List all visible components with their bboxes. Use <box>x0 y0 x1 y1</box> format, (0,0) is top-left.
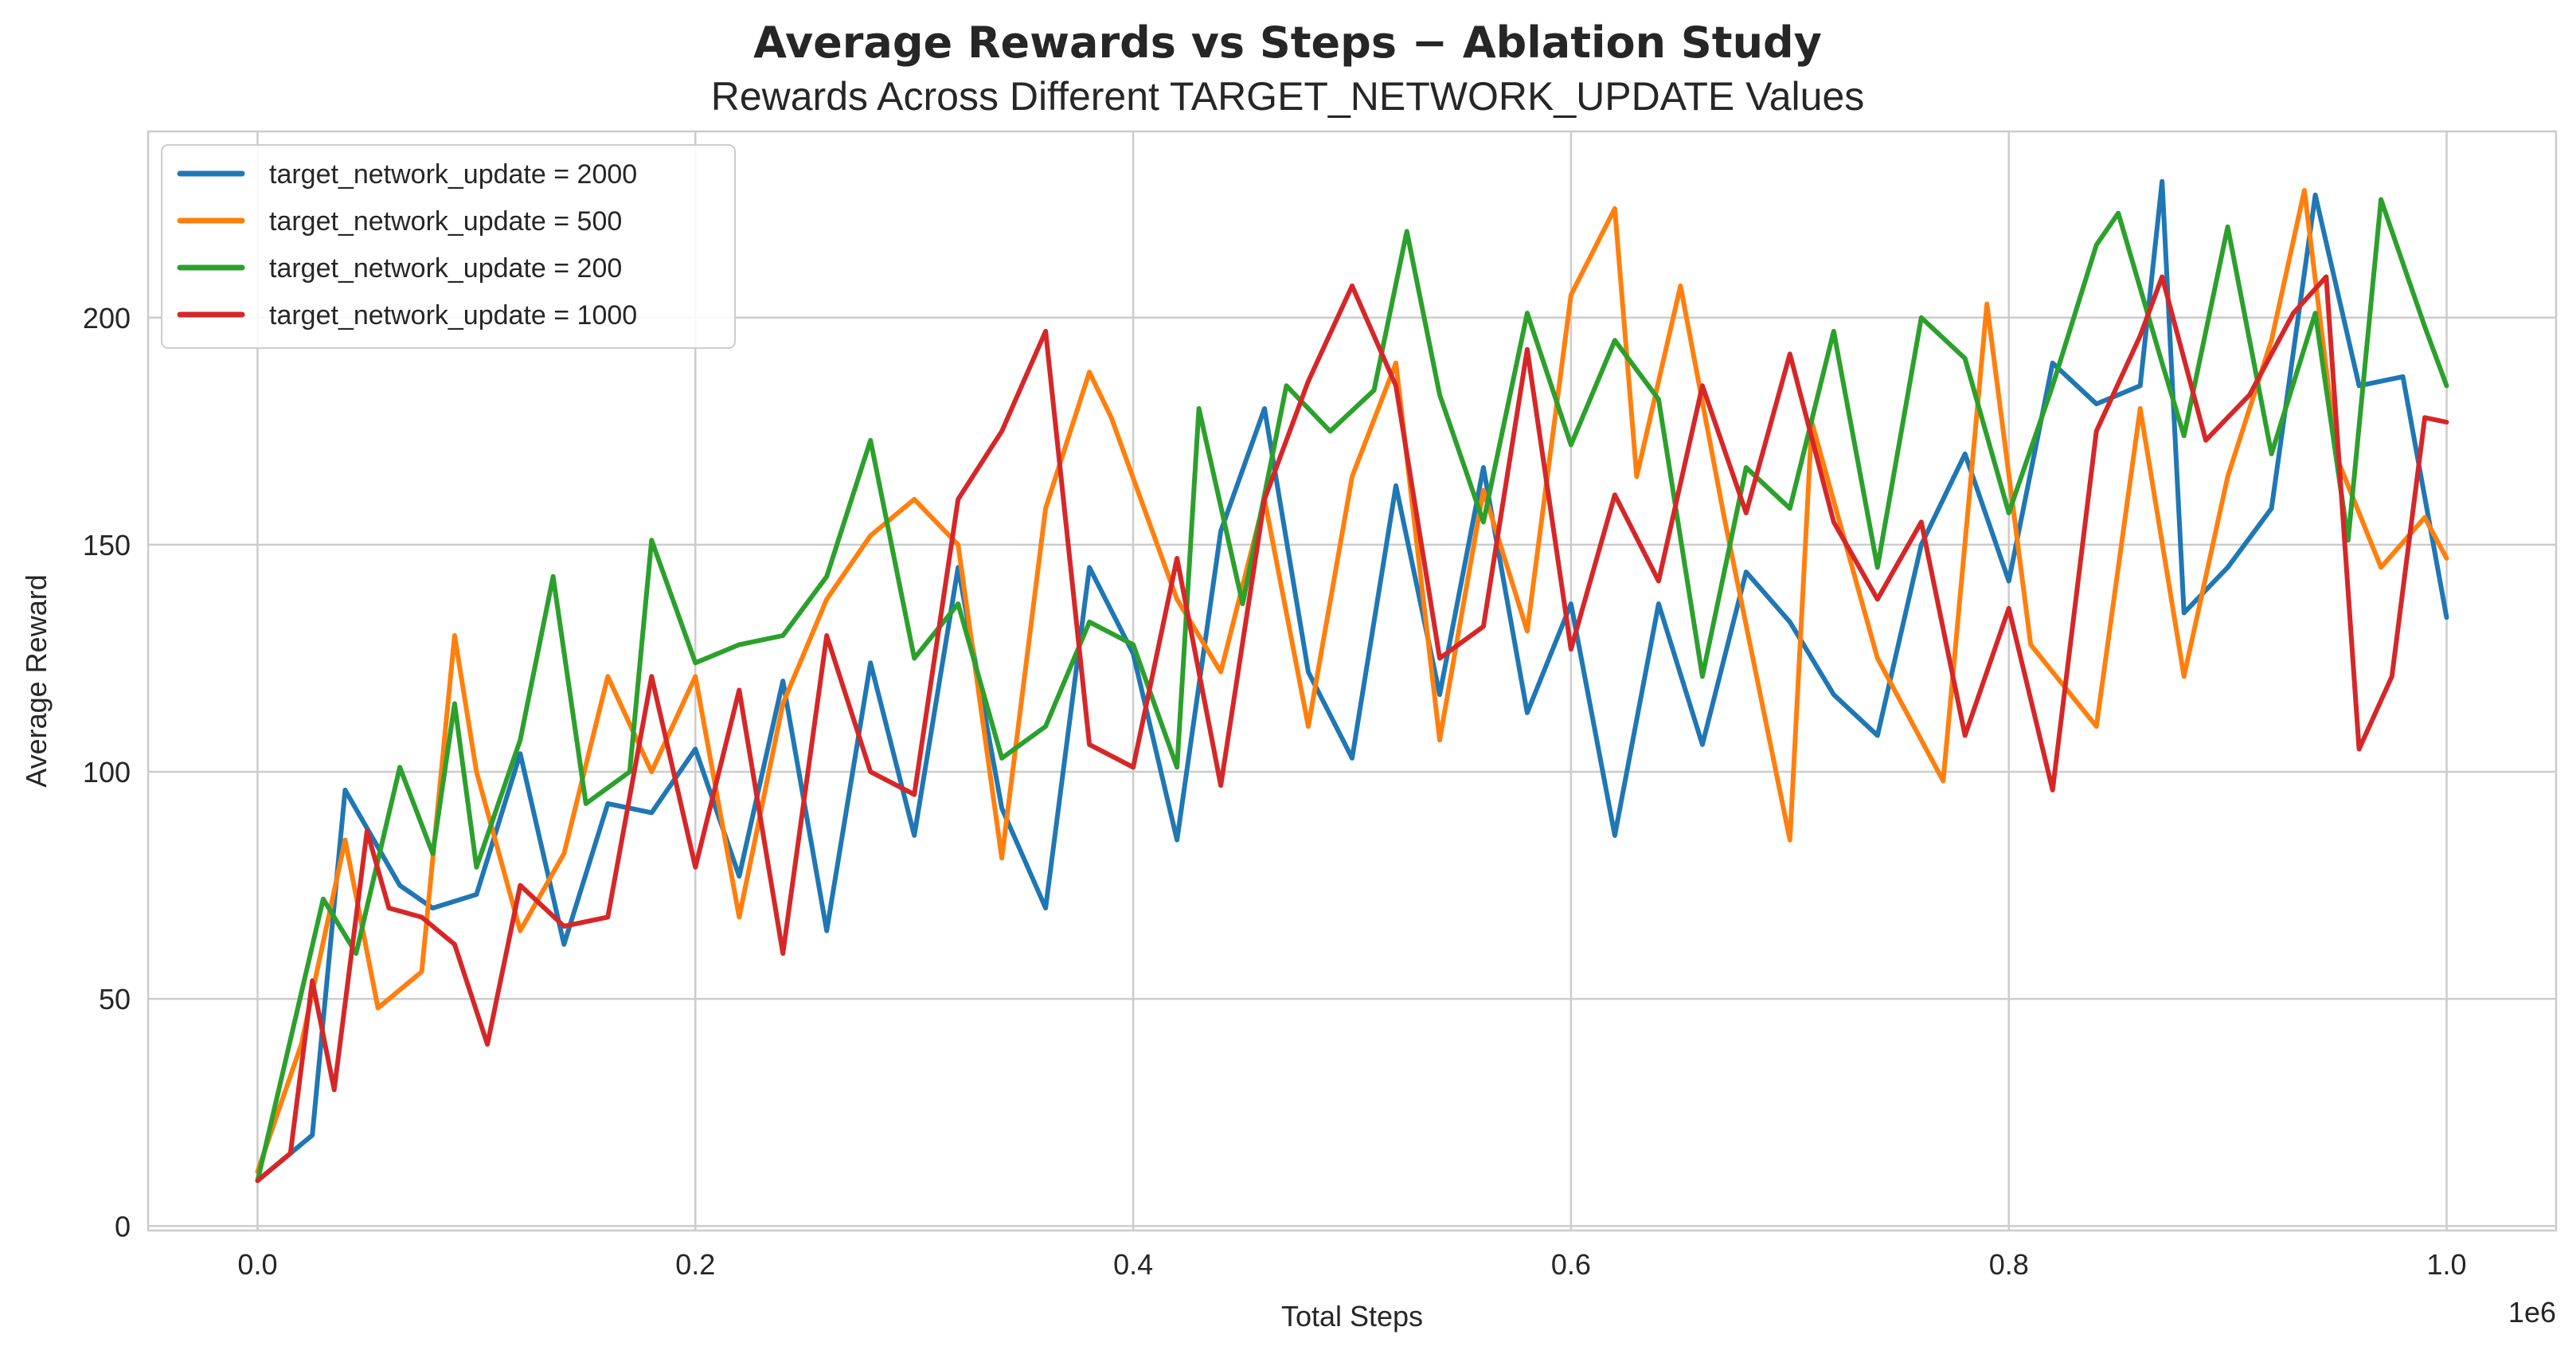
chart-title: Average Rewards vs Steps − Ablation Stud… <box>753 18 1822 68</box>
legend-entry-label: target_network_update = 500 <box>269 206 622 237</box>
y-axis-label: Average Reward <box>20 574 53 788</box>
legend-box <box>161 144 736 349</box>
legend-entry-label: target_network_update = 200 <box>269 253 622 284</box>
y-tick-label: 100 <box>83 756 131 789</box>
series-line-4 <box>255 274 2449 1184</box>
legend: target_network_update = 2000 target_netwo… <box>161 144 736 349</box>
x-tick-label: 0.2 <box>675 1248 715 1281</box>
plot-frame <box>147 130 2558 1232</box>
x-tick-label: 0.4 <box>1113 1248 1153 1281</box>
tick-labels: 0.0 0.2 0.4 0.6 0.8 1.0 0 50 100 150 200 <box>83 302 2467 1281</box>
x-tick-label: 1.0 <box>2427 1248 2467 1281</box>
y-tick-label: 200 <box>83 302 131 335</box>
x-axis-offset-label: 1e6 <box>2508 1296 2556 1329</box>
series-line-3 <box>255 197 2449 1184</box>
legend-entry-label: target_network_update = 2000 <box>269 159 637 190</box>
x-axis-label: Total Steps <box>1281 1300 1423 1333</box>
series-lines <box>255 178 2449 1184</box>
x-tick-label: 0.0 <box>237 1248 277 1281</box>
x-tick-label: 0.6 <box>1551 1248 1591 1281</box>
y-tick-label: 150 <box>83 529 131 562</box>
y-tick-label: 0 <box>115 1210 131 1243</box>
y-tick-label: 50 <box>99 983 131 1016</box>
chart-subtitle: Rewards Across Different TARGET_NETWORK_… <box>711 74 1865 119</box>
series-line-2 <box>255 188 2449 1174</box>
x-tick-label: 0.8 <box>1989 1248 2029 1281</box>
legend-entry-label: target_network_update = 1000 <box>269 300 637 331</box>
